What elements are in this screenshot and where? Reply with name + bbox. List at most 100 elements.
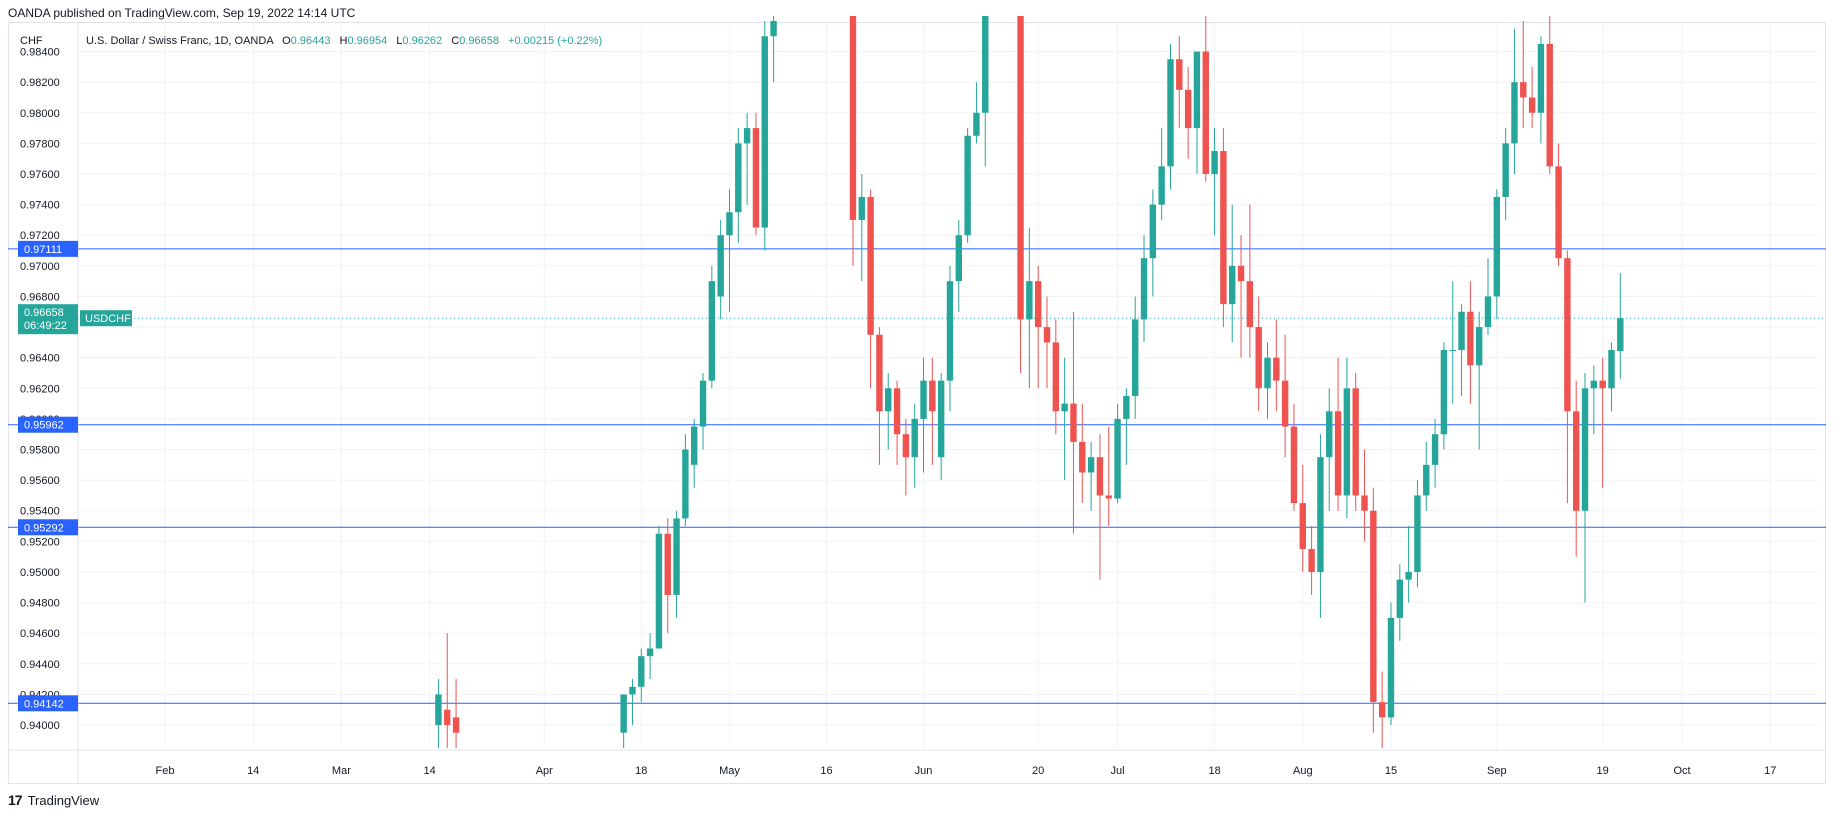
y-tick-label: 0.98200 <box>20 77 60 89</box>
candle-down <box>1176 36 1183 129</box>
candle-up <box>1511 28 1518 175</box>
candle-body <box>1140 258 1148 320</box>
candle-body <box>673 518 680 595</box>
y-tick-label: 0.97400 <box>20 200 60 212</box>
x-tick-label: Oct <box>1673 765 1690 777</box>
candle-body <box>717 235 724 297</box>
candle-body <box>726 212 733 236</box>
horizontal-lines[interactable] <box>8 248 1826 704</box>
candle-body <box>911 418 918 458</box>
candle-body <box>452 717 460 733</box>
candle-down <box>867 189 874 389</box>
candle-body <box>691 426 698 465</box>
candle-body <box>1070 403 1077 442</box>
candle-up <box>1387 602 1395 726</box>
chart-frame[interactable] <box>8 22 1826 784</box>
candle-body <box>1132 319 1139 396</box>
tradingview-logo[interactable]: 17 TradingView <box>8 792 99 808</box>
candle-body <box>1273 357 1280 381</box>
candle-up <box>955 219 962 312</box>
candle-body <box>664 533 671 595</box>
price-badges: 0.97111 0.95962 0.95292 0.94142 0.9665806:49… <box>18 240 132 712</box>
candle-down <box>876 327 883 465</box>
x-tick-label: 14 <box>423 765 435 777</box>
candle-body <box>1290 426 1298 504</box>
candle-body <box>893 388 901 435</box>
candle-body <box>867 196 874 335</box>
candle-up <box>885 372 892 450</box>
candle-body <box>682 449 689 519</box>
candle-body <box>1264 357 1271 389</box>
tradingview-logo-icon: 17 <box>8 792 23 808</box>
candle-body <box>1493 196 1501 297</box>
candle-body <box>1211 151 1218 175</box>
candle-body <box>1096 457 1104 496</box>
legend-currency: CHF <box>20 35 43 47</box>
candle-up <box>717 219 724 320</box>
candle-body <box>1326 411 1333 458</box>
price-badge-countdown: 06:49:22 <box>24 320 67 332</box>
candle-up <box>1026 227 1033 389</box>
candle-up <box>1493 189 1501 320</box>
candle-up <box>973 82 980 144</box>
candle-up <box>1317 434 1324 618</box>
candle-up <box>770 16 777 83</box>
candle-body <box>1246 281 1254 328</box>
candle-up <box>1405 526 1412 603</box>
candle-body <box>1105 495 1112 499</box>
candle-body <box>937 380 945 458</box>
candle-body <box>1617 318 1624 352</box>
y-tick-label: 0.97800 <box>20 138 60 150</box>
candle-body <box>646 648 654 657</box>
candle-down <box>1308 526 1315 595</box>
candle-up <box>920 357 927 473</box>
candle-down <box>849 16 857 266</box>
candle-body <box>1502 143 1509 197</box>
candle-down <box>1096 434 1104 580</box>
legend-close: 0.96658 <box>459 35 499 47</box>
candle-up <box>673 510 680 618</box>
candle-up <box>708 265 716 389</box>
candle-body <box>1158 166 1165 205</box>
candle-down <box>1334 357 1342 511</box>
x-tick-label: May <box>719 765 740 777</box>
x-tick-label: Apr <box>536 765 553 777</box>
candle-down <box>1034 265 1042 389</box>
candle-down <box>1299 464 1306 572</box>
candle-body <box>1176 59 1183 90</box>
hline-badge <box>18 240 78 257</box>
candle-body <box>1608 350 1615 389</box>
candle-body <box>1184 89 1192 129</box>
legend-low: 0.96262 <box>402 35 442 47</box>
candle-body <box>1149 204 1157 259</box>
candle-body <box>444 709 451 726</box>
candle-body <box>638 656 645 687</box>
y-tick-label: 0.98000 <box>20 108 60 120</box>
grid <box>78 24 1818 748</box>
tradingview-brand-label: TradingView <box>27 792 100 808</box>
candle-body <box>1528 97 1536 113</box>
symbol-badge <box>80 310 132 327</box>
hline-badge-label: 0.94142 <box>24 698 64 710</box>
candle-body <box>1237 265 1245 282</box>
y-tick-label: 0.94800 <box>20 598 60 610</box>
candle-body <box>1352 388 1359 496</box>
candle-body <box>1255 327 1262 389</box>
candle-down <box>1555 143 1562 266</box>
candle-down <box>1105 426 1112 527</box>
candle-body <box>770 20 777 37</box>
candle-up <box>1431 418 1439 488</box>
y-tick-label: 0.95600 <box>20 475 60 487</box>
candle-body <box>1061 403 1068 412</box>
candle-down <box>1546 16 1553 175</box>
x-tick-label: Aug <box>1293 765 1313 777</box>
candles <box>435 16 1624 748</box>
x-tick-label: Jun <box>915 765 933 777</box>
candle-body <box>1511 82 1518 144</box>
candle-body <box>629 686 636 695</box>
candle-body <box>708 281 716 381</box>
candle-up <box>982 16 989 167</box>
candle-body <box>1387 617 1395 718</box>
candle-up <box>629 679 636 726</box>
